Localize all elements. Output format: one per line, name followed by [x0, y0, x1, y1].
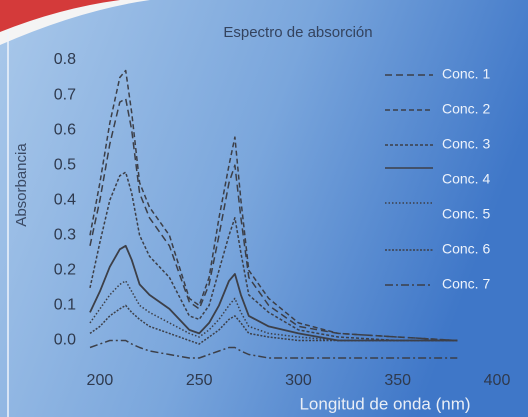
series-line [89, 339, 458, 359]
x-axis-label: Longitud de onda (nm) [299, 394, 470, 413]
y-tick-label: 0.8 [54, 51, 76, 68]
corner-ribbon-red [0, 0, 120, 32]
x-tick-label: 250 [186, 372, 213, 389]
y-tick-label: 0.2 [54, 262, 76, 279]
y-tick-label: 0.5 [54, 156, 76, 173]
x-tick-label: 200 [87, 372, 114, 389]
series-line [89, 171, 458, 342]
y-tick-label: 0.6 [54, 121, 76, 138]
legend-label: Conc. 5 [442, 206, 490, 222]
y-tick-label: 0.4 [54, 191, 76, 208]
y-tick-label: 0.3 [54, 227, 76, 244]
legend-label: Conc. 6 [442, 241, 490, 257]
y-tick-label: 0.1 [54, 297, 76, 314]
x-tick-label: 400 [484, 372, 511, 389]
chart-title: Espectro de absorción [223, 24, 372, 41]
series-line [89, 97, 458, 342]
y-tick-label: 0.0 [54, 332, 76, 349]
y-axis-label: Absorbancia [13, 143, 30, 227]
legend-label: Conc. 1 [442, 66, 490, 82]
series-line [89, 304, 458, 345]
series-line [89, 280, 458, 342]
x-tick-label: 350 [384, 372, 411, 389]
series-line [89, 69, 458, 342]
legend-label: Conc. 4 [442, 171, 490, 187]
legend-label: Conc. 7 [442, 276, 490, 292]
legend-label: Conc. 3 [442, 136, 490, 152]
x-tick-label: 300 [285, 372, 312, 389]
y-tick-label: 0.7 [54, 86, 76, 103]
series-line [89, 244, 458, 342]
legend-label: Conc. 2 [442, 101, 490, 117]
